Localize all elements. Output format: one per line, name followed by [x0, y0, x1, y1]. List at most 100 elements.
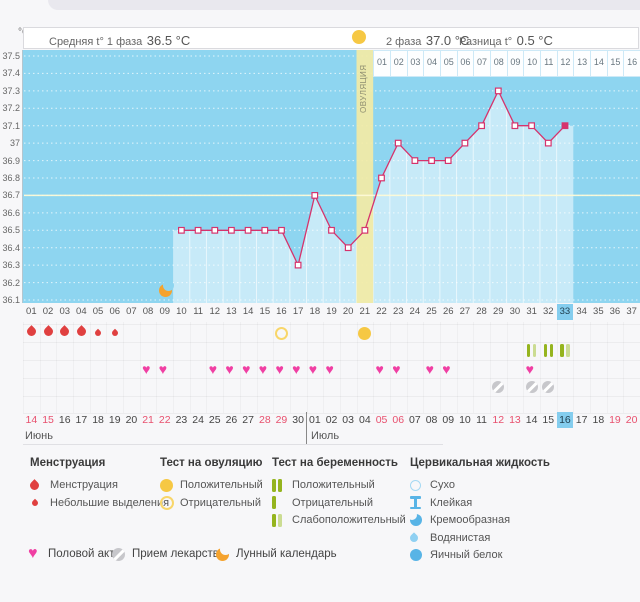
- cycle-day-cell[interactable]: 02: [42, 306, 54, 317]
- cycle-day-cell[interactable]: 37: [626, 306, 637, 317]
- cycle-day-cell[interactable]: 22: [376, 306, 387, 317]
- date-cell[interactable]: 15: [42, 414, 54, 426]
- cycle-day-cell[interactable]: 05: [92, 306, 104, 317]
- date-cell[interactable]: 11: [476, 414, 487, 426]
- cycle-day-cell[interactable]: 28: [476, 306, 487, 317]
- cycle-day-cell[interactable]: 08: [142, 306, 154, 317]
- legend-item-label: Небольшие выделения: [50, 496, 170, 509]
- heart-icon: ♥: [442, 361, 451, 377]
- cycle-day-cell[interactable]: 33: [556, 304, 574, 320]
- row-grid-vline: [290, 322, 291, 413]
- date-cell[interactable]: 16: [58, 414, 71, 426]
- legend-item: Менструация: [28, 478, 169, 492]
- date-cell[interactable]: 05: [375, 414, 388, 426]
- row-grid-hline: [23, 341, 640, 343]
- cycle-day-cell[interactable]: 15: [259, 306, 271, 317]
- legend-column: Тест на овуляцию Положительный Отрицательн…: [160, 457, 263, 510]
- date-cell[interactable]: 26: [225, 414, 238, 426]
- dpo-day-cell: 06: [456, 50, 475, 77]
- date-cell[interactable]: 04: [359, 414, 371, 426]
- cycle-day-cell[interactable]: 31: [526, 306, 537, 317]
- date-cell[interactable]: 13: [509, 414, 521, 426]
- cf-creamy-icon: [407, 510, 430, 526]
- date-cell[interactable]: 22: [158, 414, 171, 426]
- date-cell[interactable]: 16: [556, 412, 574, 428]
- cycle-day-cell[interactable]: 13: [226, 306, 237, 317]
- dpo-day-cell: 13: [573, 50, 591, 77]
- cycle-day-cell[interactable]: 30: [509, 306, 521, 317]
- cycle-day-cell[interactable]: 19: [326, 306, 337, 317]
- dpo-day-cell: 15: [606, 50, 625, 77]
- cycle-day-cell[interactable]: 11: [193, 306, 204, 317]
- date-cell[interactable]: 20: [125, 414, 138, 426]
- heart-icon: ♥: [425, 361, 434, 377]
- date-cell[interactable]: 14: [525, 414, 538, 426]
- cycle-day-cell[interactable]: 01: [26, 306, 37, 317]
- menstruation-icon: [41, 325, 55, 338]
- date-cell[interactable]: 03: [342, 414, 354, 426]
- date-cell[interactable]: 18: [592, 414, 605, 426]
- month-label-july: Июль: [311, 430, 340, 442]
- cycle-day-cell[interactable]: 07: [126, 306, 137, 317]
- date-cell[interactable]: 19: [108, 414, 121, 426]
- date-cell[interactable]: 24: [192, 414, 204, 426]
- dpo-day-cell: 16: [623, 50, 640, 77]
- cycle-day-cell[interactable]: 09: [159, 306, 171, 317]
- date-cell[interactable]: 12: [492, 414, 505, 426]
- cycle-day-cell[interactable]: 20: [342, 306, 354, 317]
- cycle-day-cell[interactable]: 24: [409, 306, 421, 317]
- date-cell[interactable]: 28: [259, 414, 271, 426]
- date-cell[interactable]: 08: [425, 414, 438, 426]
- legend-item-label: Отрицательный: [180, 496, 261, 509]
- cycle-day-cell[interactable]: 29: [492, 306, 504, 317]
- date-cell[interactable]: 27: [242, 414, 254, 426]
- date-cell[interactable]: 18: [92, 414, 104, 426]
- cycle-day-cell[interactable]: 32: [542, 306, 554, 317]
- cycle-day-cell[interactable]: 03: [59, 306, 71, 317]
- cycle-day-cell[interactable]: 27: [459, 306, 471, 317]
- date-cell[interactable]: 30: [292, 414, 304, 426]
- cycle-day-cell[interactable]: 06: [109, 306, 121, 317]
- date-cell[interactable]: 17: [75, 414, 88, 426]
- legend-item-label: Отрицательный: [292, 496, 373, 509]
- pregnancy-test-weak-icon: [560, 344, 570, 357]
- date-cell[interactable]: 20: [625, 414, 638, 426]
- cycle-day-cell[interactable]: 17: [292, 306, 304, 317]
- cycle-day-cell[interactable]: 36: [609, 306, 621, 317]
- date-cell[interactable]: 15: [542, 414, 555, 426]
- cycle-day-cell[interactable]: 23: [392, 306, 404, 317]
- cycle-day-cell[interactable]: 26: [442, 306, 454, 317]
- date-cell[interactable]: 06: [392, 414, 405, 426]
- cycle-day-cell[interactable]: 34: [576, 306, 587, 317]
- y-tick-label: 37.1: [2, 120, 20, 131]
- date-cell[interactable]: 07: [409, 414, 421, 426]
- cycle-day-cell[interactable]: 21: [359, 306, 371, 317]
- chart-moon-slot: [0, 0, 640, 297]
- date-cell[interactable]: 17: [575, 414, 588, 426]
- legend-item: Яичный белок: [410, 549, 550, 562]
- row-grid-vline: [106, 322, 107, 413]
- date-cell[interactable]: 29: [275, 414, 288, 426]
- cycle-day-cell[interactable]: 16: [276, 306, 287, 317]
- cycle-day-cell[interactable]: 35: [593, 306, 604, 317]
- cycle-day-cell[interactable]: 25: [426, 306, 437, 317]
- heart-icon: ♥: [208, 361, 218, 377]
- legend-column: Менструация Менструация Небольшие выделени…: [28, 457, 170, 509]
- date-cell[interactable]: 01: [309, 414, 321, 426]
- cycle-day-cell[interactable]: 18: [309, 306, 321, 317]
- date-cell[interactable]: 23: [175, 414, 188, 426]
- date-cell[interactable]: 25: [208, 414, 221, 426]
- date-cell[interactable]: 02: [325, 414, 338, 426]
- heart-icon: ♥: [325, 361, 334, 377]
- date-cell[interactable]: 10: [459, 414, 471, 426]
- y-tick-label: 37.4: [2, 68, 20, 79]
- date-cell[interactable]: 19: [609, 414, 621, 426]
- row-grid-vline: [557, 322, 558, 413]
- date-cell[interactable]: 09: [442, 414, 455, 426]
- date-cell[interactable]: 14: [25, 414, 38, 426]
- cycle-day-cell[interactable]: 14: [242, 306, 254, 317]
- date-cell[interactable]: 21: [142, 414, 154, 426]
- cycle-day-cell[interactable]: 04: [76, 306, 87, 317]
- cycle-day-cell[interactable]: 10: [176, 306, 187, 317]
- cycle-day-cell[interactable]: 12: [209, 306, 221, 317]
